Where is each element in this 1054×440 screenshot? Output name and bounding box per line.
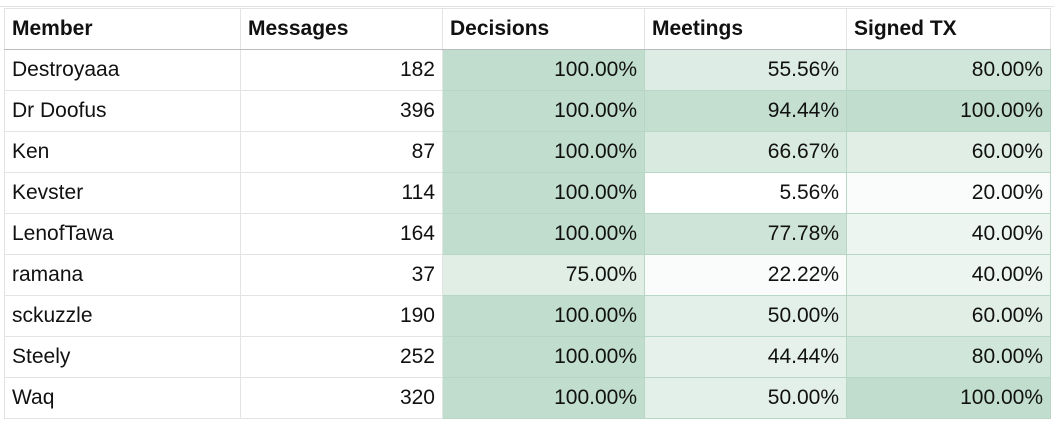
- cell-messages[interactable]: 164: [240, 213, 443, 255]
- cell-decisions[interactable]: 100.00%: [442, 213, 645, 255]
- cell-decisions[interactable]: 75.00%: [442, 254, 645, 296]
- cell-signed-tx[interactable]: 80.00%: [846, 49, 1051, 91]
- cell-meetings[interactable]: 50.00%: [644, 295, 847, 337]
- table-row: Waq 320 100.00% 50.00% 100.00%: [4, 377, 1051, 419]
- cell-signed-tx[interactable]: 40.00%: [846, 254, 1051, 296]
- column-header-signed-tx[interactable]: Signed TX: [846, 8, 1051, 50]
- cell-messages[interactable]: 37: [240, 254, 443, 296]
- table-row: LenofTawa 164 100.00% 77.78% 40.00%: [4, 213, 1051, 255]
- column-header-meetings[interactable]: Meetings: [644, 8, 847, 50]
- cell-member[interactable]: Kevster: [4, 172, 241, 214]
- cell-meetings[interactable]: 22.22%: [644, 254, 847, 296]
- table-row: Destroyaaa 182 100.00% 55.56% 80.00%: [4, 49, 1051, 91]
- cell-signed-tx[interactable]: 40.00%: [846, 213, 1051, 255]
- cell-decisions[interactable]: 100.00%: [442, 377, 645, 419]
- cell-member[interactable]: Destroyaaa: [4, 49, 241, 91]
- cell-meetings[interactable]: 66.67%: [644, 131, 847, 173]
- cell-member[interactable]: LenofTawa: [4, 213, 241, 255]
- cell-meetings[interactable]: 44.44%: [644, 336, 847, 378]
- cell-decisions[interactable]: 100.00%: [442, 295, 645, 337]
- spreadsheet-table: Member Messages Decisions Meetings Signe…: [4, 8, 1051, 419]
- cell-signed-tx[interactable]: 80.00%: [846, 336, 1051, 378]
- cell-meetings[interactable]: 50.00%: [644, 377, 847, 419]
- cell-member[interactable]: ramana: [4, 254, 241, 296]
- cell-member[interactable]: Ken: [4, 131, 241, 173]
- cell-messages[interactable]: 190: [240, 295, 443, 337]
- cell-messages[interactable]: 87: [240, 131, 443, 173]
- cell-meetings[interactable]: 77.78%: [644, 213, 847, 255]
- cell-meetings[interactable]: 5.56%: [644, 172, 847, 214]
- cell-messages[interactable]: 182: [240, 49, 443, 91]
- column-header-decisions[interactable]: Decisions: [442, 8, 645, 50]
- cell-signed-tx[interactable]: 100.00%: [846, 90, 1051, 132]
- cell-signed-tx[interactable]: 60.00%: [846, 131, 1051, 173]
- table-row: ramana 37 75.00% 22.22% 40.00%: [4, 254, 1051, 296]
- cell-decisions[interactable]: 100.00%: [442, 49, 645, 91]
- cell-meetings[interactable]: 55.56%: [644, 49, 847, 91]
- cell-decisions[interactable]: 100.00%: [442, 131, 645, 173]
- cell-member[interactable]: Steely: [4, 336, 241, 378]
- table-row: Ken 87 100.00% 66.67% 60.00%: [4, 131, 1051, 173]
- cell-signed-tx[interactable]: 20.00%: [846, 172, 1051, 214]
- sheet-top-edge: [0, 0, 1054, 7]
- column-header-member[interactable]: Member: [4, 8, 241, 50]
- cell-decisions[interactable]: 100.00%: [442, 172, 645, 214]
- cell-signed-tx[interactable]: 100.00%: [846, 377, 1051, 419]
- table-row: Steely 252 100.00% 44.44% 80.00%: [4, 336, 1051, 378]
- cell-signed-tx[interactable]: 60.00%: [846, 295, 1051, 337]
- cell-messages[interactable]: 396: [240, 90, 443, 132]
- header-row: Member Messages Decisions Meetings Signe…: [4, 8, 1051, 50]
- cell-decisions[interactable]: 100.00%: [442, 90, 645, 132]
- cell-decisions[interactable]: 100.00%: [442, 336, 645, 378]
- table-row: Dr Doofus 396 100.00% 94.44% 100.00%: [4, 90, 1051, 132]
- cell-messages[interactable]: 252: [240, 336, 443, 378]
- cell-member[interactable]: Waq: [4, 377, 241, 419]
- cell-member[interactable]: Dr Doofus: [4, 90, 241, 132]
- cell-member[interactable]: sckuzzle: [4, 295, 241, 337]
- cell-messages[interactable]: 114: [240, 172, 443, 214]
- column-header-messages[interactable]: Messages: [240, 8, 443, 50]
- table-row: Kevster 114 100.00% 5.56% 20.00%: [4, 172, 1051, 214]
- cell-meetings[interactable]: 94.44%: [644, 90, 847, 132]
- cell-messages[interactable]: 320: [240, 377, 443, 419]
- table-row: sckuzzle 190 100.00% 50.00% 60.00%: [4, 295, 1051, 337]
